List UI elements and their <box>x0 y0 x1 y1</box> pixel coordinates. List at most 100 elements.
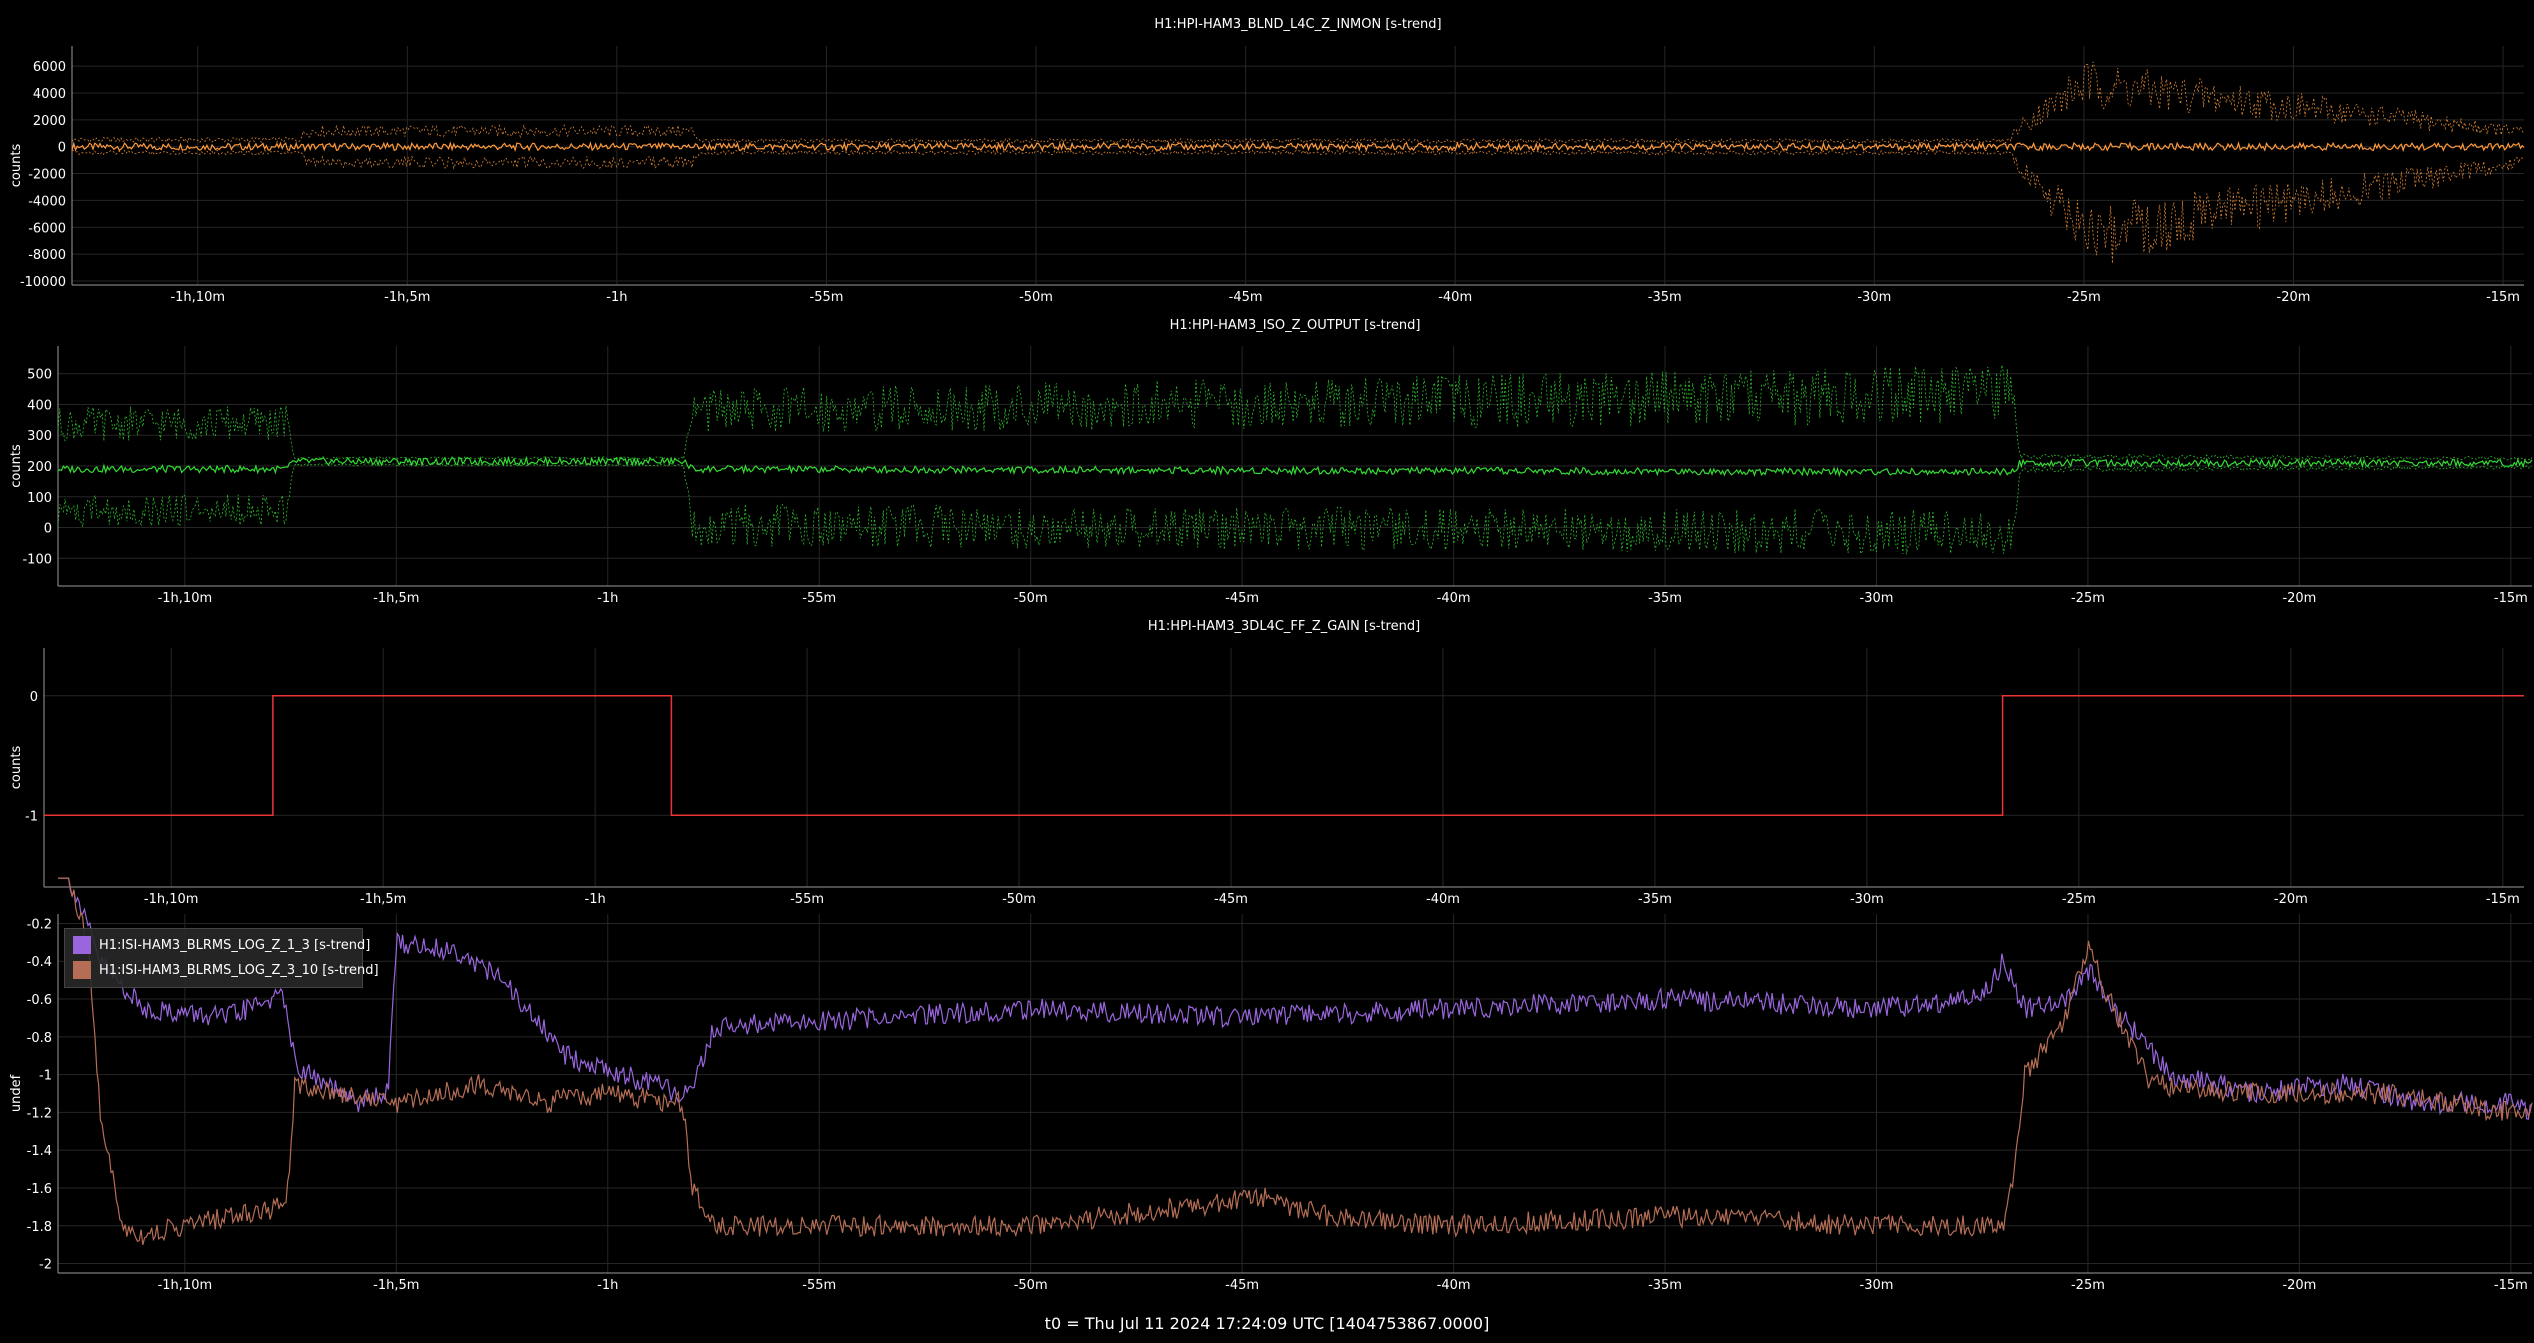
x-tick-label: -30m <box>1860 591 1894 606</box>
series-envelope-line <box>57 462 2533 555</box>
y-tick-label: -1.6 <box>27 1182 52 1197</box>
series-envelope-line <box>57 364 2533 461</box>
x-tick-label: -1h <box>606 290 627 305</box>
y-tick-label: -8000 <box>28 248 66 263</box>
x-tick-label: -55m <box>810 290 844 305</box>
panel-title: H1:HPI-HAM3_BLND_L4C_Z_INMON [s-trend] <box>1154 17 1441 32</box>
y-tick-label: 400 <box>27 398 52 413</box>
x-tick-label: -45m <box>1229 290 1263 305</box>
x-tick-label: -25m <box>2062 892 2096 907</box>
x-tick-label: -55m <box>802 1278 836 1293</box>
y-tick-label: -0.8 <box>27 1031 52 1046</box>
x-tick-label: -45m <box>1214 892 1248 907</box>
series-line <box>44 695 2524 817</box>
series-envelope-line <box>71 61 2525 145</box>
y-tick-label: 6000 <box>33 60 66 75</box>
x-tick-label: -35m <box>1648 591 1682 606</box>
y-tick-label: -6000 <box>28 221 66 236</box>
x-tick-label: -55m <box>802 591 836 606</box>
x-tick-label: -1h,10m <box>158 1278 213 1293</box>
x-tick-label: -25m <box>2071 591 2105 606</box>
y-tick-label: -4000 <box>28 194 66 209</box>
x-tick-label: -40m <box>1437 1278 1471 1293</box>
x-tick-label: -1h <box>597 591 618 606</box>
x-tick-label: -1h,10m <box>170 290 225 305</box>
x-tick-label: -40m <box>1437 591 1471 606</box>
series-envelope-line <box>71 149 2525 264</box>
y-axis-label: counts <box>9 746 24 790</box>
y-tick-label: 0 <box>44 522 52 537</box>
x-tick-label: -30m <box>1857 290 1891 305</box>
x-tick-label: -50m <box>1019 290 1053 305</box>
legend-entry-1[interactable]: H1:ISI-HAM3_BLRMS_LOG_Z_1_3 [s-trend] <box>73 934 370 956</box>
x-tick-label: -20m <box>2274 892 2308 907</box>
x-tick-label: -35m <box>1648 1278 1682 1293</box>
y-tick-label: -0.4 <box>27 955 52 970</box>
x-tick-label: -45m <box>1225 591 1259 606</box>
y-tick-label: 4000 <box>33 87 66 102</box>
x-tick-label: -40m <box>1426 892 1460 907</box>
x-tick-label: -1h <box>585 892 606 907</box>
x-tick-label: -35m <box>1638 892 1672 907</box>
x-tick-label: -15m <box>2494 1278 2528 1293</box>
x-tick-label: -30m <box>1860 1278 1894 1293</box>
y-tick-label: -1 <box>39 1069 52 1084</box>
x-tick-label: -30m <box>1850 892 1884 907</box>
y-tick-label: -100 <box>22 552 52 567</box>
legend-label-1: H1:ISI-HAM3_BLRMS_LOG_Z_1_3 [s-trend] <box>99 937 371 953</box>
legend-label-2: H1:ISI-HAM3_BLRMS_LOG_Z_3_10 [s-trend] <box>99 962 379 978</box>
x-tick-label: -15m <box>2494 591 2528 606</box>
legend-swatch-1 <box>73 936 91 954</box>
x-tick-label: -15m <box>2486 892 2520 907</box>
x-tick-label: -25m <box>2067 290 2101 305</box>
y-tick-label: 300 <box>27 429 52 444</box>
x-tick-label: -45m <box>1225 1278 1259 1293</box>
y-tick-label: -2000 <box>28 168 66 183</box>
x-tick-label: -50m <box>1014 1278 1048 1293</box>
y-tick-label: 200 <box>27 460 52 475</box>
y-tick-label: 2000 <box>33 114 66 129</box>
y-axis-label: counts <box>9 444 24 488</box>
x-tick-label: -1h,5m <box>360 892 406 907</box>
x-tick-label: -55m <box>790 892 824 907</box>
y-tick-label: 500 <box>27 368 52 383</box>
x-tick-label: -1h,10m <box>158 591 213 606</box>
y-tick-label: -1.2 <box>27 1106 52 1121</box>
legend: H1:ISI-HAM3_BLRMS_LOG_Z_1_3 [s-trend] H1… <box>64 928 379 988</box>
y-tick-label: -0.6 <box>27 993 52 1008</box>
y-tick-label: 0 <box>58 141 66 156</box>
y-tick-label: -1.4 <box>27 1144 52 1159</box>
y-tick-label: -1.8 <box>27 1220 52 1235</box>
panel-title: H1:HPI-HAM3_ISO_Z_OUTPUT [s-trend] <box>1170 318 1421 333</box>
series-line <box>58 877 2533 1120</box>
series-line <box>71 141 2525 153</box>
series-line <box>57 455 2533 478</box>
x-tick-label: -40m <box>1438 290 1472 305</box>
x-tick-label: -50m <box>1014 591 1048 606</box>
x-tick-label: -1h,10m <box>144 892 199 907</box>
x-tick-label: -1h,5m <box>373 591 419 606</box>
y-tick-label: -2 <box>39 1258 52 1273</box>
legend-entry-2[interactable]: H1:ISI-HAM3_BLRMS_LOG_Z_3_10 [s-trend] <box>73 959 379 981</box>
x-tick-label: -1h,5m <box>373 1278 419 1293</box>
y-tick-label: -0.2 <box>27 917 52 932</box>
x-tick-label: -20m <box>2277 290 2311 305</box>
x-tick-label: -50m <box>1002 892 1036 907</box>
x-tick-label: -1h,5m <box>384 290 430 305</box>
x-tick-label: -1h <box>597 1278 618 1293</box>
y-tick-label: 0 <box>30 690 38 705</box>
t0-timestamp: t0 = Thu Jul 11 2024 17:24:09 UTC [14047… <box>1044 1314 1490 1333</box>
x-tick-label: -20m <box>2282 1278 2316 1293</box>
y-tick-label: 100 <box>27 491 52 506</box>
series-line <box>58 877 2533 1246</box>
y-tick-label: -10000 <box>20 275 66 290</box>
y-axis-label: undef <box>9 1074 24 1112</box>
legend-swatch-2 <box>73 961 91 979</box>
x-tick-label: -25m <box>2071 1278 2105 1293</box>
x-tick-label: -15m <box>2486 290 2520 305</box>
y-tick-label: -1 <box>25 809 38 824</box>
y-axis-label: counts <box>9 144 24 188</box>
x-tick-label: -35m <box>1648 290 1682 305</box>
panel-title: H1:HPI-HAM3_3DL4C_FF_Z_GAIN [s-trend] <box>1148 619 1420 634</box>
